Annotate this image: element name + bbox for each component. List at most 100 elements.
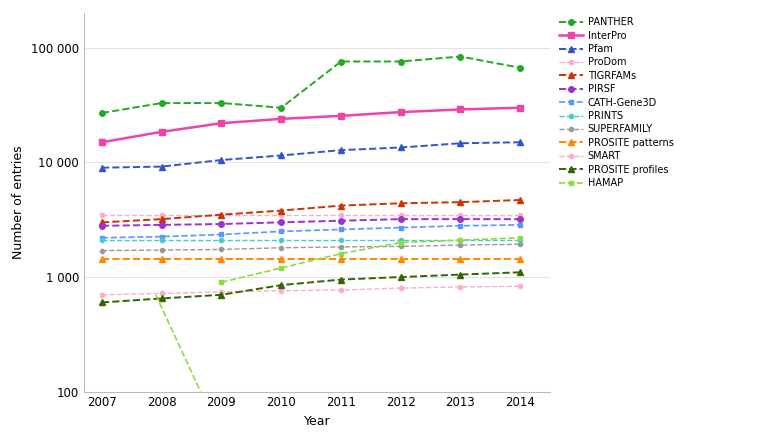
PROSITE patterns (456, 256, 465, 261)
PROSITE patterns (396, 256, 405, 261)
PANTHER (277, 105, 286, 110)
Line: ProDom: ProDom (100, 213, 523, 217)
SUPERFAMILY (157, 247, 167, 253)
ProDom (277, 212, 286, 217)
SMART (516, 283, 525, 289)
Legend: PANTHER, InterPro, Pfam, ProDom, TIGRFAMs, PIRSF, CATH-Gene3D, PRINTS, SUPERFAMI: PANTHER, InterPro, Pfam, ProDom, TIGRFAM… (555, 13, 678, 192)
InterPro (396, 109, 405, 115)
PRINTS (157, 238, 167, 243)
PIRSF (516, 216, 525, 222)
SUPERFAMILY (217, 247, 226, 252)
Pfam (97, 165, 106, 170)
SUPERFAMILY (277, 245, 286, 251)
TIGRFAMs (396, 201, 405, 206)
Line: SMART: SMART (100, 284, 523, 297)
CATH-Gene3D (217, 232, 226, 237)
PANTHER (396, 59, 405, 64)
PROSITE patterns (277, 256, 286, 261)
SUPERFAMILY (456, 243, 465, 248)
PANTHER (217, 100, 226, 105)
PROSITE profiles (97, 300, 106, 305)
TIGRFAMs (277, 208, 286, 213)
HAMAP (277, 265, 286, 271)
Pfam (396, 145, 405, 150)
PRINTS (217, 238, 226, 243)
Y-axis label: Number of entries: Number of entries (12, 146, 25, 259)
SMART (456, 284, 465, 290)
PRINTS (277, 238, 286, 243)
PIRSF (396, 216, 405, 222)
PIRSF (217, 221, 226, 227)
CATH-Gene3D (396, 225, 405, 230)
SUPERFAMILY (516, 242, 525, 247)
Line: PRINTS: PRINTS (100, 238, 523, 242)
TIGRFAMs (516, 197, 525, 202)
PROSITE profiles (157, 296, 167, 301)
HAMAP (516, 235, 525, 240)
SUPERFAMILY (97, 248, 106, 253)
PRINTS (456, 238, 465, 243)
Line: PROSITE profiles: PROSITE profiles (99, 270, 523, 305)
Line: PROSITE patterns: PROSITE patterns (99, 256, 523, 261)
Pfam (157, 164, 167, 169)
ProDom (396, 212, 405, 217)
HAMAP (396, 240, 405, 245)
Pfam (516, 140, 525, 145)
SMART (277, 288, 286, 293)
SUPERFAMILY (336, 244, 345, 250)
SMART (336, 287, 345, 293)
PIRSF (97, 223, 106, 228)
SMART (97, 292, 106, 297)
TIGRFAMs (157, 216, 167, 222)
PANTHER (97, 110, 106, 116)
SMART (217, 289, 226, 295)
CATH-Gene3D (157, 234, 167, 239)
Line: HAMAP: HAMAP (219, 236, 523, 284)
PIRSF (456, 216, 465, 222)
SMART (157, 291, 167, 296)
InterPro (456, 107, 465, 112)
PRINTS (97, 238, 106, 243)
CATH-Gene3D (516, 222, 525, 227)
PROSITE patterns (157, 256, 167, 261)
PROSITE patterns (217, 256, 226, 261)
CATH-Gene3D (456, 223, 465, 228)
PROSITE patterns (516, 256, 525, 261)
PROSITE profiles (456, 272, 465, 277)
SUPERFAMILY (396, 244, 405, 249)
CATH-Gene3D (336, 227, 345, 232)
Pfam (217, 158, 226, 163)
Line: PANTHER: PANTHER (99, 54, 523, 116)
ProDom (516, 212, 525, 217)
PANTHER (336, 59, 345, 64)
PROSITE profiles (277, 283, 286, 288)
PANTHER (456, 54, 465, 59)
InterPro (217, 121, 226, 126)
HAMAP (456, 238, 465, 243)
Line: Pfam: Pfam (99, 139, 523, 170)
HAMAP (217, 279, 226, 285)
Line: PIRSF: PIRSF (99, 216, 523, 229)
Pfam (456, 141, 465, 146)
InterPro (336, 113, 345, 118)
ProDom (97, 212, 106, 217)
InterPro (97, 140, 106, 145)
PROSITE profiles (516, 270, 525, 275)
CATH-Gene3D (97, 235, 106, 240)
PROSITE patterns (97, 256, 106, 261)
PIRSF (157, 222, 167, 227)
ProDom (157, 212, 167, 217)
Line: CATH-Gene3D: CATH-Gene3D (100, 223, 523, 240)
CATH-Gene3D (277, 229, 286, 234)
TIGRFAMs (336, 203, 345, 208)
SMART (396, 285, 405, 291)
HAMAP (336, 251, 345, 256)
ProDom (217, 212, 226, 217)
TIGRFAMs (456, 199, 465, 205)
X-axis label: Year: Year (304, 415, 330, 428)
PROSITE profiles (336, 277, 345, 282)
InterPro (277, 116, 286, 121)
InterPro (157, 129, 167, 134)
ProDom (456, 212, 465, 217)
Pfam (277, 153, 286, 158)
